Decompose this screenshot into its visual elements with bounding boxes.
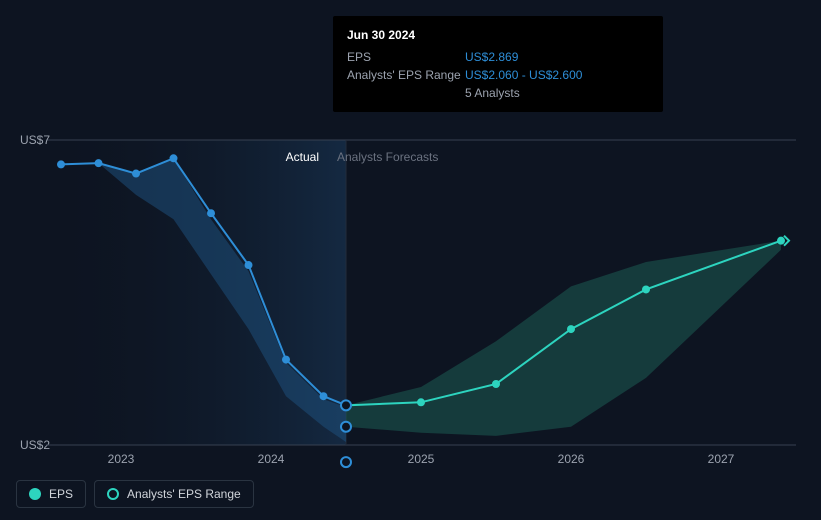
region-label-forecast: Analysts Forecasts: [337, 150, 438, 164]
tooltip-date: Jun 30 2024: [347, 28, 649, 42]
svg-text:2027: 2027: [708, 452, 735, 466]
chart-tooltip: Jun 30 2024 EPS US$2.869 Analysts' EPS R…: [333, 16, 663, 112]
svg-text:2024: 2024: [258, 452, 285, 466]
svg-text:2025: 2025: [408, 452, 435, 466]
chart-legend: EPS Analysts' EPS Range: [16, 480, 254, 508]
chart-canvas: US$7 US$2 2023 2024 2025 2026 2027: [16, 120, 805, 470]
legend-label: EPS: [49, 487, 73, 501]
tooltip-value: US$2.869: [465, 50, 518, 64]
eps-chart[interactable]: US$7 US$2 2023 2024 2025 2026 2027 Actual Anal…: [16, 120, 805, 470]
svg-text:2023: 2023: [108, 452, 135, 466]
svg-text:2026: 2026: [558, 452, 585, 466]
tooltip-row: EPS US$2.869: [347, 48, 649, 66]
tooltip-sub: 5 Analysts: [465, 84, 649, 100]
region-label-actual: Actual: [286, 150, 319, 164]
swatch-icon: [29, 488, 41, 500]
tooltip-label: EPS: [347, 50, 465, 64]
swatch-icon: [107, 488, 119, 500]
svg-text:US$7: US$7: [20, 133, 50, 147]
legend-item-range[interactable]: Analysts' EPS Range: [94, 480, 254, 508]
tooltip-value: US$2.060 - US$2.600: [465, 68, 582, 82]
tooltip-label: Analysts' EPS Range: [347, 68, 465, 82]
tooltip-row: Analysts' EPS Range US$2.060 - US$2.600: [347, 66, 649, 84]
legend-item-eps[interactable]: EPS: [16, 480, 86, 508]
legend-label: Analysts' EPS Range: [127, 487, 241, 501]
svg-text:US$2: US$2: [20, 438, 50, 452]
